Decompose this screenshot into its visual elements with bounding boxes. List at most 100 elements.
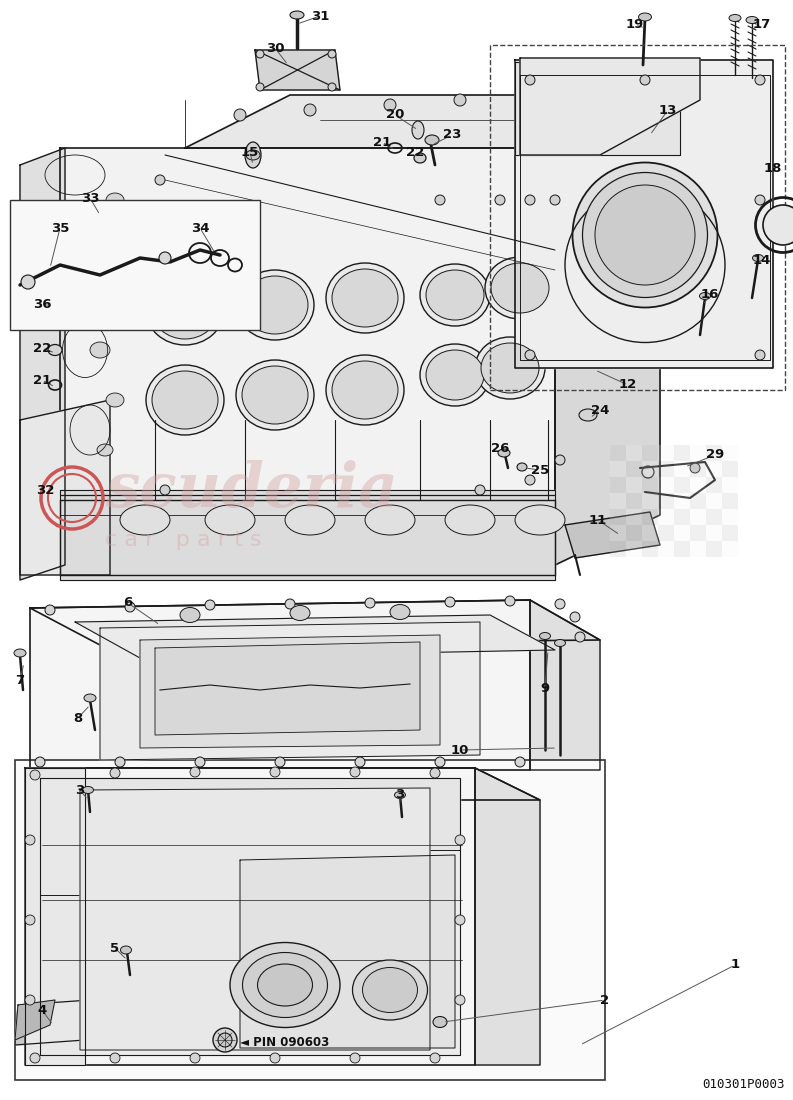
Text: 30: 30 — [266, 42, 284, 55]
Ellipse shape — [285, 505, 335, 535]
Ellipse shape — [753, 254, 764, 262]
Text: 26: 26 — [491, 441, 509, 454]
Ellipse shape — [152, 280, 218, 339]
Ellipse shape — [90, 342, 110, 358]
Text: 23: 23 — [442, 129, 462, 142]
Bar — [642, 541, 658, 557]
Circle shape — [25, 915, 35, 925]
Ellipse shape — [539, 632, 550, 639]
Text: 8: 8 — [74, 712, 82, 725]
Circle shape — [160, 485, 170, 495]
Text: 34: 34 — [191, 221, 209, 234]
Bar — [690, 525, 706, 541]
Polygon shape — [565, 512, 660, 558]
Circle shape — [218, 1033, 232, 1047]
Polygon shape — [60, 500, 555, 575]
Ellipse shape — [246, 150, 260, 160]
Ellipse shape — [394, 792, 405, 799]
Ellipse shape — [433, 1016, 447, 1027]
Text: c a r   p a r t s: c a r p a r t s — [105, 530, 262, 550]
Text: 19: 19 — [626, 19, 644, 32]
Bar — [706, 509, 722, 525]
Text: 25: 25 — [531, 463, 549, 476]
Text: 4: 4 — [37, 1003, 47, 1016]
Ellipse shape — [134, 275, 146, 285]
Polygon shape — [515, 62, 680, 155]
Bar — [642, 446, 658, 461]
Ellipse shape — [362, 968, 417, 1012]
Polygon shape — [155, 642, 420, 735]
Bar — [642, 461, 658, 477]
Circle shape — [25, 996, 35, 1005]
Bar — [722, 525, 738, 541]
Text: 1: 1 — [730, 958, 740, 971]
Bar — [706, 477, 722, 493]
Ellipse shape — [290, 11, 304, 19]
Text: ◄ PIN 090603: ◄ PIN 090603 — [240, 1035, 329, 1048]
Polygon shape — [530, 600, 600, 770]
Polygon shape — [140, 635, 440, 748]
Ellipse shape — [97, 444, 113, 456]
Bar — [10, 200, 260, 330]
Circle shape — [304, 104, 316, 116]
Circle shape — [35, 757, 45, 767]
Ellipse shape — [426, 270, 484, 320]
Ellipse shape — [491, 263, 549, 313]
Circle shape — [25, 835, 35, 845]
Bar — [642, 509, 658, 525]
Polygon shape — [75, 615, 555, 658]
Circle shape — [515, 757, 525, 767]
Circle shape — [455, 835, 465, 845]
Text: 36: 36 — [33, 298, 52, 311]
Circle shape — [455, 915, 465, 925]
Circle shape — [350, 767, 360, 777]
Circle shape — [155, 175, 165, 185]
Ellipse shape — [554, 639, 565, 647]
Polygon shape — [80, 788, 430, 1050]
Circle shape — [525, 350, 535, 360]
Bar — [610, 493, 626, 509]
Text: 9: 9 — [541, 682, 550, 694]
Ellipse shape — [332, 361, 398, 419]
Circle shape — [285, 600, 295, 609]
Ellipse shape — [481, 343, 539, 393]
Bar — [690, 541, 706, 557]
Bar — [658, 477, 674, 493]
Text: 31: 31 — [311, 10, 329, 22]
Bar — [674, 446, 690, 461]
Text: 13: 13 — [659, 103, 677, 117]
Bar — [626, 477, 642, 493]
Circle shape — [640, 75, 650, 85]
Text: scuderia: scuderia — [105, 460, 398, 520]
Text: 21: 21 — [33, 374, 51, 386]
Circle shape — [430, 768, 440, 778]
Circle shape — [555, 455, 565, 465]
Ellipse shape — [445, 505, 495, 535]
Circle shape — [755, 350, 765, 360]
Circle shape — [455, 996, 465, 1005]
Ellipse shape — [353, 960, 427, 1020]
Circle shape — [256, 50, 264, 58]
Bar — [706, 446, 722, 461]
Circle shape — [110, 1053, 120, 1063]
Bar — [610, 525, 626, 541]
Circle shape — [30, 770, 40, 780]
Ellipse shape — [146, 275, 224, 345]
Circle shape — [690, 463, 700, 473]
Bar — [15, 760, 605, 1080]
Polygon shape — [475, 768, 540, 1065]
Circle shape — [550, 195, 560, 205]
Bar — [690, 493, 706, 509]
Bar — [690, 477, 706, 493]
Ellipse shape — [230, 943, 340, 1027]
Text: 29: 29 — [706, 449, 724, 462]
Circle shape — [328, 82, 336, 91]
Bar — [610, 477, 626, 493]
Ellipse shape — [14, 649, 26, 657]
Circle shape — [570, 612, 580, 621]
Polygon shape — [25, 768, 540, 800]
Circle shape — [355, 757, 365, 767]
Circle shape — [435, 195, 445, 205]
Circle shape — [555, 600, 565, 609]
Polygon shape — [185, 95, 660, 148]
